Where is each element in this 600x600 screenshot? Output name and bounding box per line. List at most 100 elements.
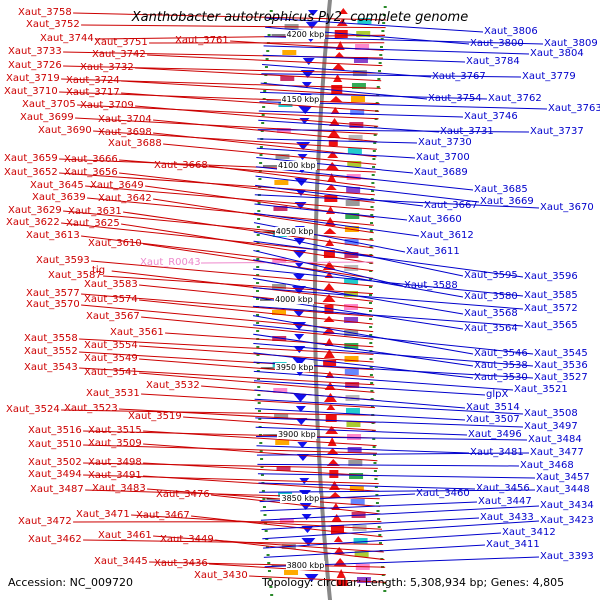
reverse-gene-mark — [297, 442, 308, 448]
gc-dot-right — [259, 154, 263, 156]
reverse-gene-mark — [294, 262, 305, 268]
gene-label: Xaut_3611 — [406, 246, 460, 257]
forward-gene-mark — [336, 580, 348, 586]
gene-connector — [59, 91, 380, 105]
gc-dot-left — [376, 94, 380, 96]
forward-gene-mark — [327, 151, 339, 158]
gc-dot-left — [369, 310, 373, 312]
gene-connector — [253, 250, 404, 287]
right-cog-box — [273, 388, 288, 393]
gene-label: Xaut_3685 — [474, 184, 528, 195]
gene-connector — [61, 409, 376, 416]
gene-label: Xaut_3698 — [98, 127, 152, 138]
right-cog-box — [272, 258, 287, 263]
reverse-gene-mark — [299, 118, 310, 124]
gene-label: Xaut_3484 — [528, 434, 582, 445]
right-cog-box — [274, 180, 289, 185]
gene-connector — [254, 380, 486, 396]
gene-label: Xaut_3515 — [88, 425, 142, 436]
gc-dot-right — [264, 530, 268, 532]
gene-label: Xaut_3477 — [530, 447, 584, 458]
gene-label: Xaut_3412 — [502, 527, 556, 538]
gene-connector — [147, 54, 383, 67]
gene-connector — [79, 367, 375, 386]
forward-gene-mark — [322, 294, 336, 302]
gc-dot-left — [374, 486, 378, 488]
gene-label: Xaut_3639 — [32, 192, 86, 203]
gene-connector — [183, 416, 376, 431]
gene-connector — [256, 445, 470, 454]
genome-title: Xanthobacter autotrophicus Py2, complete… — [131, 10, 469, 25]
gc-dot-right — [267, 570, 271, 572]
gene-label: Xaut_3447 — [478, 496, 532, 507]
gene-label: Xaut_3709 — [80, 100, 134, 111]
gene-connector — [143, 475, 380, 492]
gene-label: Xaut_3625 — [66, 218, 120, 229]
left-cog-box — [344, 356, 359, 362]
gc-dot-right — [256, 258, 260, 260]
scale-label: 3900 kbp — [276, 430, 317, 439]
gene-label: Xaut_3732 — [80, 62, 134, 73]
gene-label: Xaut_3472 — [18, 516, 72, 527]
forward-gene-mark — [333, 52, 345, 58]
gene-label: Xaut_3527 — [534, 372, 588, 383]
gene-label: Xaut_3524 — [6, 404, 60, 415]
scale-label: 4150 kbp — [280, 95, 321, 104]
gc-dot-left — [370, 222, 374, 224]
gene-connector — [119, 159, 376, 181]
gc-dot-left — [374, 126, 378, 128]
gene-label: Xaut_3436 — [154, 558, 208, 569]
gc-dot-right — [261, 490, 265, 492]
reverse-gene-mark — [293, 274, 306, 281]
right-cog-box — [272, 336, 287, 341]
gene-connector — [257, 473, 536, 479]
gene-label: Xaut_3631 — [68, 206, 122, 217]
gc-dot-left — [379, 46, 383, 48]
gc-dot-right — [256, 266, 260, 268]
left-cog-box — [357, 18, 372, 24]
gc-dot-right — [257, 402, 261, 404]
gene-connector — [257, 463, 520, 467]
gene-label: Xaut_3502 — [28, 457, 82, 468]
gene-label: Xaut_3497 — [524, 421, 578, 432]
gene-connector — [252, 305, 524, 327]
reverse-gene-mark — [293, 310, 306, 317]
left-cog-box — [353, 57, 368, 63]
gene-connector — [253, 333, 474, 367]
left-cog-box — [345, 382, 360, 388]
gc-dot-right — [267, 34, 271, 36]
gene-connector — [81, 304, 374, 333]
gene-connector — [61, 78, 381, 89]
gene-connector — [103, 275, 374, 295]
forward-gene-mark — [327, 129, 341, 138]
gene-label: Xaut_3596 — [524, 271, 578, 282]
gc-dot-left — [369, 374, 373, 376]
gene-connector — [258, 482, 476, 490]
gc-dot-left — [370, 390, 374, 392]
forward-gene-mark — [323, 228, 337, 234]
gene-label: Xaut_3462 — [28, 534, 82, 545]
gene-connector — [153, 119, 378, 143]
gc-dot-right — [260, 466, 264, 468]
right-cog-box — [275, 154, 290, 159]
gc-dot-right — [265, 58, 269, 60]
gene-label: Xaut_3690 — [38, 125, 92, 136]
gene-label: Xaut_3688 — [108, 138, 162, 149]
left-cog-box — [351, 96, 366, 102]
gene-label: Xaut_3476 — [156, 489, 210, 500]
gc-dot-left — [376, 86, 380, 88]
left-cog-box — [356, 577, 371, 583]
gene-label: Xaut_3704 — [98, 114, 152, 125]
forward-gene-mark — [323, 283, 335, 290]
gene-label: Xaut_3433 — [480, 512, 534, 523]
gene-connector — [139, 358, 375, 378]
gc-dot-left — [373, 454, 377, 456]
gene-label: Xaut_3567 — [86, 311, 140, 322]
gene-label: Xaut_3531 — [86, 388, 140, 399]
gc-dot-left — [369, 286, 373, 288]
gene-connector — [153, 198, 374, 234]
gc-dot-right — [256, 346, 260, 348]
forward-gene-mark — [329, 96, 343, 102]
gene-connector — [139, 372, 375, 393]
forward-gene-mark — [331, 63, 345, 70]
